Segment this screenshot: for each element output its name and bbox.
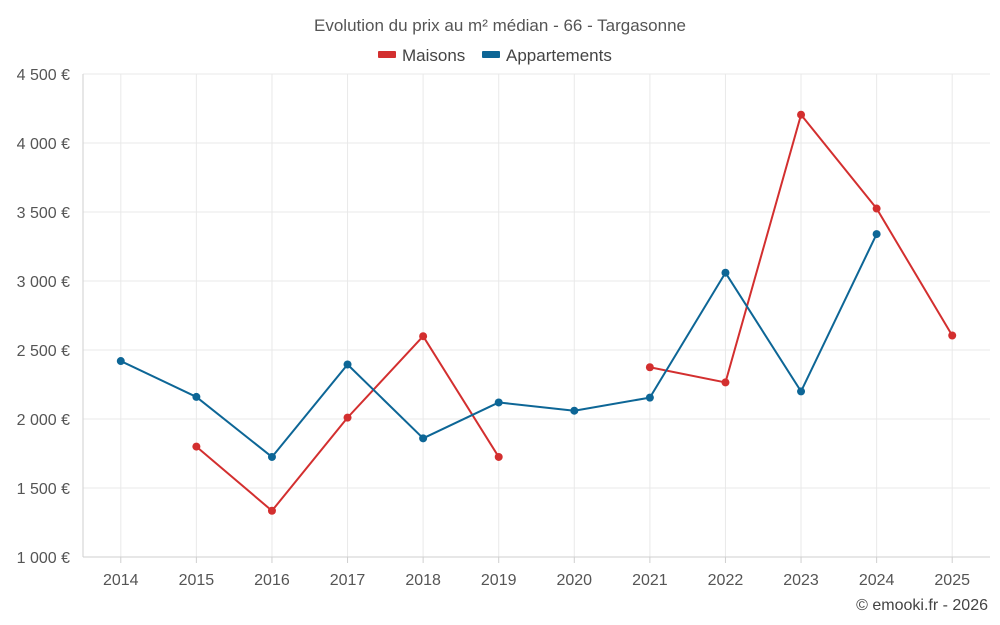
legend-swatch-maisons: [378, 51, 396, 58]
x-axis: 2014 2015 2016 2017 2018 2019 2020 2021 2022 2023…: [83, 556, 990, 589]
x-tick-label: 2016: [254, 572, 290, 589]
data-point-maisons-2021[interactable]: [645, 363, 654, 372]
x-tick-label: 2014: [103, 572, 139, 589]
data-point-maisons-2015[interactable]: [192, 442, 201, 451]
data-point-maisons-2017[interactable]: [343, 413, 352, 422]
y-axis: 1 000 € 1 500 € 2 000 € 2 500 € 3 000 € 3 500…: [17, 67, 84, 567]
data-point-appartements-2014[interactable]: [116, 357, 125, 366]
x-tick-label: 2024: [859, 572, 895, 589]
legend-label-maisons: Maisons: [402, 46, 465, 65]
gridlines: [83, 73, 990, 557]
data-point-appartements-2024[interactable]: [872, 230, 881, 239]
x-tick-label: 2025: [934, 572, 970, 589]
y-tick-label: 2 000 €: [17, 412, 70, 429]
data-point-appartements-2016[interactable]: [267, 452, 276, 461]
data-point-maisons-2018[interactable]: [419, 332, 428, 341]
data-point-maisons-2022[interactable]: [721, 378, 730, 387]
x-tick-label: 2020: [556, 572, 592, 589]
data-point-appartements-2017[interactable]: [343, 360, 352, 369]
data-point-maisons-2025[interactable]: [948, 331, 957, 340]
series-layer: [116, 110, 957, 515]
legend-item-maisons[interactable]: Maisons: [378, 46, 465, 65]
x-tick-label: 2019: [481, 572, 517, 589]
data-point-appartements-2018[interactable]: [419, 434, 428, 443]
series-appartements: [116, 230, 881, 461]
x-tick-label: 2015: [179, 572, 215, 589]
credit-text: © emooki.fr - 2026: [856, 597, 988, 614]
data-point-appartements-2020[interactable]: [570, 406, 579, 415]
y-tick-label: 1 000 €: [17, 550, 70, 567]
data-point-appartements-2021[interactable]: [645, 393, 654, 402]
data-point-appartements-2015[interactable]: [192, 392, 201, 401]
y-tick-label: 1 500 €: [17, 481, 70, 498]
data-point-maisons-2024[interactable]: [872, 204, 881, 213]
series-maisons: [192, 110, 957, 515]
y-tick-label: 4 000 €: [17, 136, 70, 153]
x-tick-label: 2023: [783, 572, 819, 589]
data-point-appartements-2019[interactable]: [494, 398, 503, 407]
x-tick-label: 2018: [405, 572, 441, 589]
legend-label-appartements: Appartements: [506, 46, 612, 65]
data-point-appartements-2022[interactable]: [721, 268, 730, 277]
x-tick-label: 2021: [632, 572, 668, 589]
legend-swatch-appartements: [482, 51, 500, 58]
y-tick-label: 3 000 €: [17, 274, 70, 291]
data-point-appartements-2023[interactable]: [797, 387, 806, 396]
legend-item-appartements[interactable]: Appartements: [482, 46, 612, 65]
y-tick-label: 2 500 €: [17, 343, 70, 360]
data-point-maisons-2019[interactable]: [494, 452, 503, 461]
legend: Maisons Appartements: [378, 46, 612, 65]
x-tick-label: 2017: [330, 572, 366, 589]
chart-title: Evolution du prix au m² médian - 66 - Ta…: [314, 16, 686, 35]
data-point-maisons-2016[interactable]: [267, 506, 276, 515]
x-tick-label: 2022: [708, 572, 744, 589]
y-tick-label: 4 500 €: [17, 67, 70, 84]
data-point-maisons-2023[interactable]: [797, 110, 806, 119]
y-tick-label: 3 500 €: [17, 205, 70, 222]
